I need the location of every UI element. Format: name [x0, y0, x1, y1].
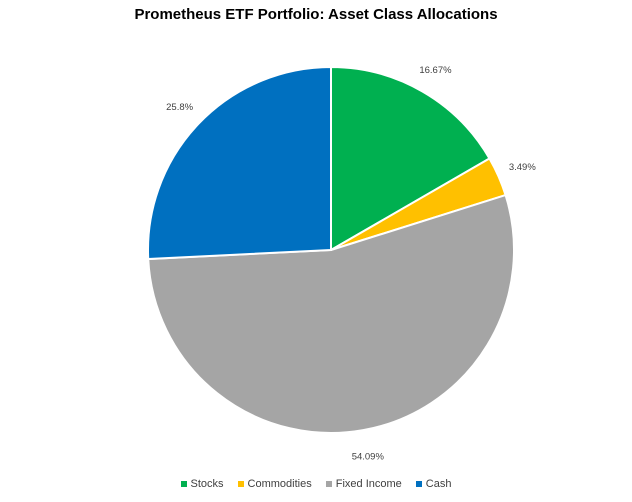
data-label-fixed-income: 54.09% [352, 452, 385, 463]
legend: Stocks Commodities Fixed Income Cash [0, 478, 632, 490]
legend-item-cash: Cash [415, 478, 452, 490]
legend-swatch-fixed-income [325, 481, 332, 487]
chart-title: Prometheus ETF Portfolio: Asset Class Al… [134, 6, 498, 23]
legend-item-fixed-income: Fixed Income [325, 478, 402, 490]
pie-slice-stocks [330, 65, 491, 252]
legend-label-commodities: Commodities [247, 478, 312, 490]
pie-slice-cash [147, 65, 332, 261]
legend-item-commodities: Commodities [237, 478, 312, 490]
legend-swatch-cash [415, 481, 422, 487]
data-label-stocks: 16.67% [419, 65, 452, 76]
legend-item-stocks: Stocks [180, 478, 224, 490]
legend-label-fixed-income: Fixed Income [335, 478, 402, 490]
legend-label-stocks: Stocks [190, 478, 224, 490]
legend-label-cash: Cash [425, 478, 452, 490]
legend-swatch-commodities [237, 481, 244, 487]
data-label-commodities: 3.49% [509, 162, 536, 173]
legend-swatch-stocks [180, 481, 187, 487]
data-label-cash: 25.8% [166, 102, 193, 113]
